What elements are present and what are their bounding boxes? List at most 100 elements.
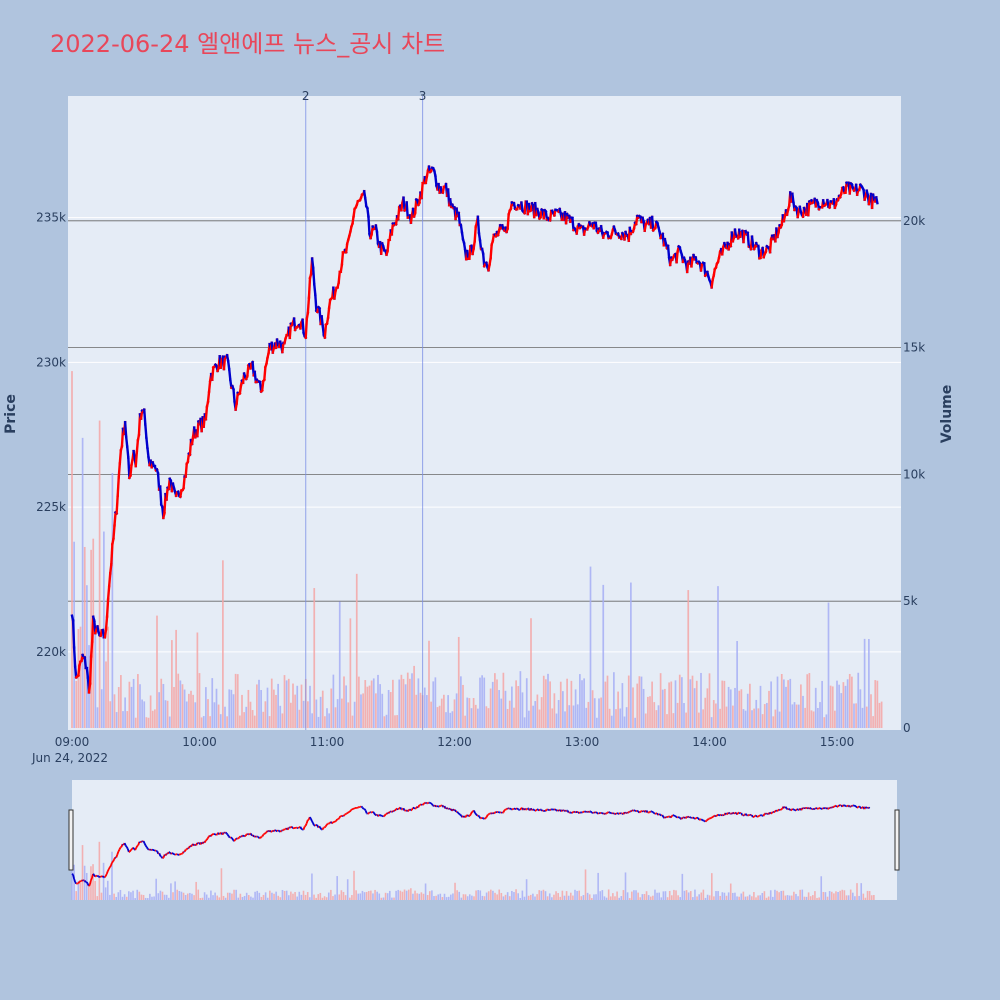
volume-bar [681, 677, 683, 728]
range-price-segment [468, 814, 471, 818]
range-price-segment [319, 827, 323, 830]
volume-bar [275, 694, 277, 728]
price-segment [232, 388, 236, 404]
volume-bar [279, 705, 282, 728]
price-segment [304, 317, 309, 339]
range-volume-bar [677, 895, 679, 900]
volume-bar [727, 686, 730, 728]
range-price-segment [814, 807, 817, 810]
price-segment [405, 201, 410, 219]
range-price-segment [609, 811, 612, 814]
volume-bar [366, 686, 369, 728]
volume-bar [844, 685, 847, 728]
range-price-segment [605, 812, 607, 815]
volume-tick-label: 5k [903, 594, 918, 608]
range-slider-left-handle[interactable] [68, 809, 74, 871]
range-price-segment [478, 815, 482, 819]
range-price-segment [323, 825, 327, 829]
range-price-segment [706, 819, 709, 822]
range-volume-bar [367, 891, 370, 900]
range-price-segment [410, 809, 413, 812]
range-volume-bar [755, 897, 757, 900]
range-price-segment [310, 818, 313, 822]
plot-area[interactable] [68, 96, 901, 730]
range-price-segment [368, 811, 371, 814]
range-volume-bar [511, 890, 513, 900]
range-price-segment [373, 812, 376, 816]
volume-bar [487, 708, 490, 728]
range-volume-bar [102, 862, 105, 900]
price-segment [477, 231, 482, 242]
range-volume-bar [721, 892, 724, 900]
range-volume-bar [580, 896, 583, 900]
volume-bar [812, 711, 815, 728]
volume-bar [523, 717, 526, 728]
price-segment [310, 257, 315, 270]
range-price-segment [787, 808, 790, 811]
range-price-segment [535, 808, 538, 812]
range-volume-bar [94, 880, 96, 900]
time-tick-label: 10:00 [182, 735, 217, 749]
range-volume-bar [128, 891, 130, 900]
range-price-segment [324, 824, 328, 828]
range-volume-bar [115, 896, 117, 900]
range-volume-bar [405, 890, 408, 900]
range-volume-bar [83, 865, 86, 900]
range-price-segment [210, 833, 213, 837]
range-slider[interactable] [68, 780, 900, 900]
range-price-segment [704, 819, 708, 823]
range-price-segment [658, 813, 661, 816]
range-volume-bar [565, 891, 568, 900]
range-volume-bar [260, 896, 263, 900]
range-volume-bar [681, 873, 684, 900]
price-segment [363, 196, 368, 208]
range-volume-bar [168, 897, 170, 900]
range-price-segment [161, 856, 165, 860]
price-segment [301, 318, 305, 335]
range-price-segment [466, 814, 470, 817]
range-price-segment [720, 813, 723, 817]
range-volume-bar [673, 889, 675, 900]
range-price-segment [488, 812, 491, 816]
range-price-segment [652, 811, 655, 814]
range-volume-bar [710, 873, 713, 900]
range-price-segment [560, 809, 564, 813]
range-volume-bar [559, 896, 562, 900]
volume-bar [281, 713, 284, 728]
volume-bar [848, 673, 851, 728]
range-volume-bar [870, 895, 873, 900]
volume-bar [377, 674, 379, 728]
range-price-segment [855, 805, 858, 809]
range-price-segment [777, 808, 780, 812]
range-volume-bar [109, 894, 111, 900]
range-volume-bar [422, 893, 425, 900]
price-segment [116, 475, 121, 498]
range-volume-bar [262, 894, 265, 900]
range-volume-bar [342, 891, 345, 900]
range-price-segment [462, 815, 466, 818]
range-volume-bar [361, 890, 364, 900]
volume-bar [98, 420, 101, 728]
range-volume-bar [551, 897, 553, 900]
volume-bar [283, 675, 286, 728]
price-segment [204, 405, 209, 421]
volume-bar [536, 694, 539, 728]
volume-bar [253, 715, 256, 728]
range-price-segment [864, 806, 867, 809]
y2-axis-title: Volume [939, 385, 955, 444]
range-volume-bar [786, 895, 789, 900]
range-price-segment [205, 839, 208, 842]
range-slider-right-handle[interactable] [894, 809, 900, 871]
volume-bar [404, 684, 407, 728]
volume-bar [188, 693, 190, 728]
price-segment [337, 270, 342, 284]
volume-bar [120, 675, 122, 728]
range-volume-bar [708, 895, 711, 900]
range-price-segment [325, 823, 329, 826]
range-volume-bar [111, 851, 113, 900]
volume-bar [302, 700, 305, 728]
range-price-segment [257, 836, 261, 839]
price-segment [88, 655, 93, 685]
volume-bar [583, 678, 585, 728]
volume-bar [689, 679, 692, 728]
